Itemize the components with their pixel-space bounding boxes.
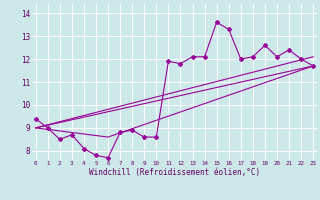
X-axis label: Windchill (Refroidissement éolien,°C): Windchill (Refroidissement éolien,°C) [89, 168, 260, 177]
